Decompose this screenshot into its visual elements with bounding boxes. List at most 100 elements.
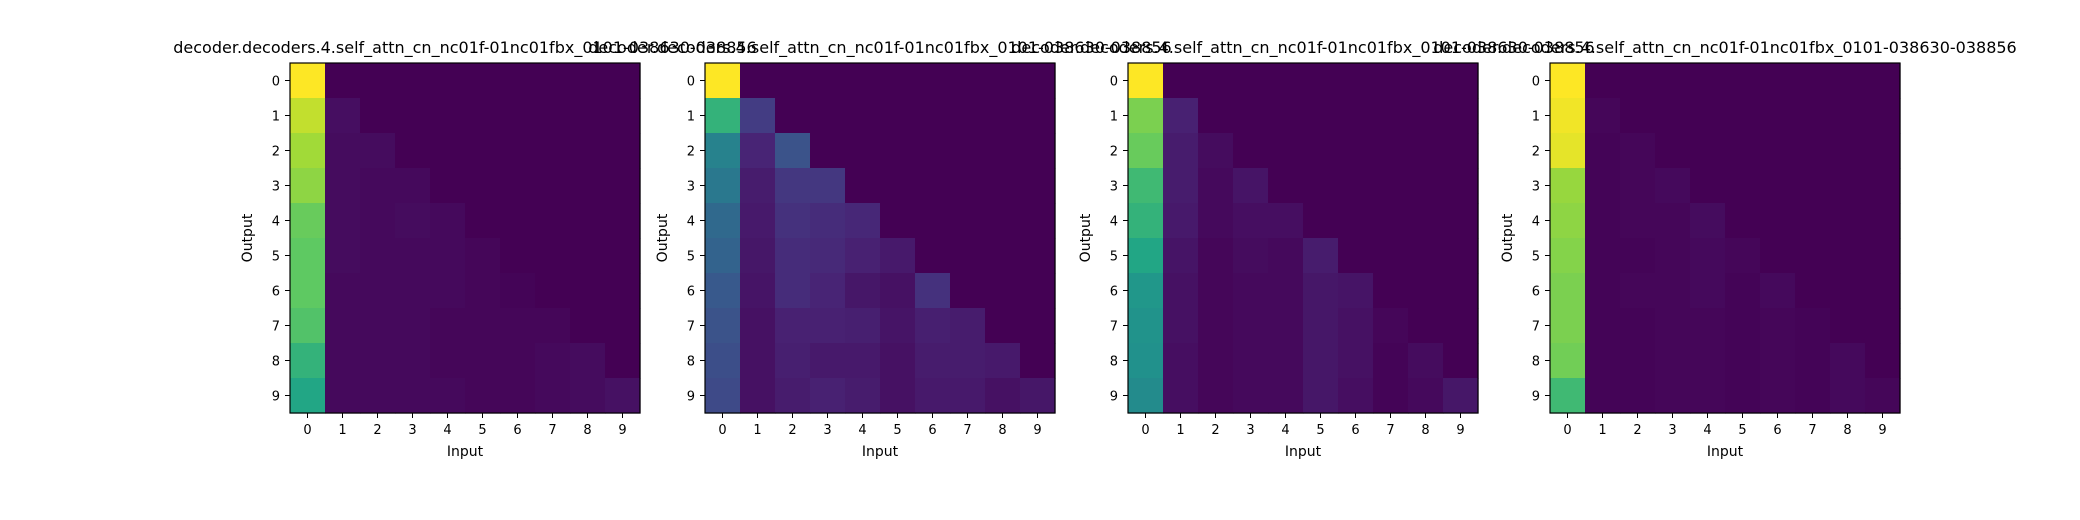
heatmap-cell (605, 308, 641, 344)
x-axis-label: Input (1285, 444, 1322, 460)
y-tick-label: 9 (1532, 390, 1540, 405)
heatmap-cell (1830, 63, 1866, 99)
x-tick-label: 6 (928, 423, 936, 438)
heatmap-cell (1830, 273, 1866, 309)
x-tick-label: 3 (408, 423, 416, 438)
heatmap-cell (1760, 378, 1796, 414)
heatmap-cell (1373, 98, 1409, 134)
heatmap-cell (1690, 343, 1726, 379)
heatmap-cell (1655, 273, 1691, 309)
heatmap-cell (1585, 238, 1621, 274)
heatmap-cell (605, 203, 641, 239)
heatmap-cell (1020, 98, 1056, 134)
heatmap-cell (430, 343, 466, 379)
x-tick-label: 1 (1176, 423, 1184, 438)
heatmap-cell (570, 308, 606, 344)
heatmap-cell (605, 133, 641, 169)
heatmap-cell (1268, 133, 1304, 169)
heatmap-cell (1655, 343, 1691, 379)
heatmap-cell (705, 273, 741, 309)
heatmap-cell (360, 133, 396, 169)
heatmap-cell (1198, 168, 1234, 204)
x-tick-label: 8 (1843, 423, 1851, 438)
heatmap-cell (705, 203, 741, 239)
heatmap-cell (535, 133, 571, 169)
y-axis-label: Output (1500, 213, 1516, 262)
heatmap-cell (1233, 63, 1269, 99)
heatmap-cell (1408, 63, 1444, 99)
y-tick-label: 5 (687, 250, 695, 265)
heatmap-cell (915, 308, 951, 344)
heatmap-cell (810, 238, 846, 274)
heatmap-cell (465, 133, 501, 169)
heatmap-cell (1338, 343, 1374, 379)
heatmap-cell (395, 273, 431, 309)
axes-frame (1549, 62, 1901, 414)
heatmap-cell (395, 98, 431, 134)
heatmap-cell (985, 343, 1021, 379)
heatmap-cell (1655, 238, 1691, 274)
heatmap-cell (1865, 308, 1901, 344)
y-tick-label: 4 (272, 215, 280, 230)
heatmap-cell (1830, 98, 1866, 134)
y-tick-label: 3 (272, 180, 280, 195)
x-tick-label: 0 (1563, 423, 1571, 438)
heatmap-cell (500, 63, 536, 99)
x-tick-label: 0 (718, 423, 726, 438)
heatmap-cell (1198, 273, 1234, 309)
heatmap-cell (325, 238, 361, 274)
heatmap-cell (1268, 168, 1304, 204)
heatmap-cell (1725, 98, 1761, 134)
heatmap-cell (1338, 133, 1374, 169)
heatmap-cell (1585, 168, 1621, 204)
heatmap-cell (775, 63, 811, 99)
heatmap-cell (1865, 98, 1901, 134)
heatmap-cell (845, 168, 881, 204)
heatmap-cell (810, 133, 846, 169)
x-tick-label: 8 (1421, 423, 1429, 438)
heatmap-cell (985, 273, 1021, 309)
heatmap-cell (1268, 308, 1304, 344)
heatmap-cell (775, 378, 811, 414)
heatmap-cell (1725, 378, 1761, 414)
heatmap-cell (1655, 133, 1691, 169)
heatmap-cell (1303, 378, 1339, 414)
heatmap-cell (395, 168, 431, 204)
heatmap-cell (605, 238, 641, 274)
heatmap-cell (1725, 133, 1761, 169)
x-tick-label: 3 (1246, 423, 1254, 438)
x-tick-label: 5 (1738, 423, 1746, 438)
heatmap-cell (985, 168, 1021, 204)
heatmap-cell (950, 308, 986, 344)
heatmap-cell (845, 203, 881, 239)
heatmap-cell (465, 238, 501, 274)
heatmap-panel-1: 0 1 2 3 4 5 6 7 8 9 0 1 2 3 4 5 6 7 8 9 Input Output decoder.d… (173, 38, 756, 460)
heatmap-cell (810, 273, 846, 309)
heatmap-cell (1795, 203, 1831, 239)
y-tick-label: 1 (1110, 110, 1118, 125)
heatmap-cell (535, 98, 571, 134)
heatmap-cell (360, 273, 396, 309)
x-tick-label: 2 (1633, 423, 1641, 438)
heatmap-cell (1233, 238, 1269, 274)
heatmap-cell (985, 133, 1021, 169)
heatmap-cell (740, 98, 776, 134)
heatmap-cell (915, 168, 951, 204)
heatmap-cell (1620, 343, 1656, 379)
y-tick-label: 4 (687, 215, 695, 230)
heatmap-cell (1550, 63, 1586, 99)
heatmap-cell (880, 203, 916, 239)
heatmap-cell (1655, 378, 1691, 414)
heatmap-cell (1550, 273, 1586, 309)
heatmap-cell (1408, 168, 1444, 204)
x-tick-label: 5 (1316, 423, 1324, 438)
y-tick-label: 8 (272, 355, 280, 370)
y-tick-label: 5 (1532, 250, 1540, 265)
heatmap-cell (915, 238, 951, 274)
heatmap-cell (430, 63, 466, 99)
heatmap-cell (985, 308, 1021, 344)
heatmap-cell (395, 378, 431, 414)
heatmap-cell (915, 203, 951, 239)
heatmap-cell (430, 168, 466, 204)
heatmap-cell (395, 133, 431, 169)
